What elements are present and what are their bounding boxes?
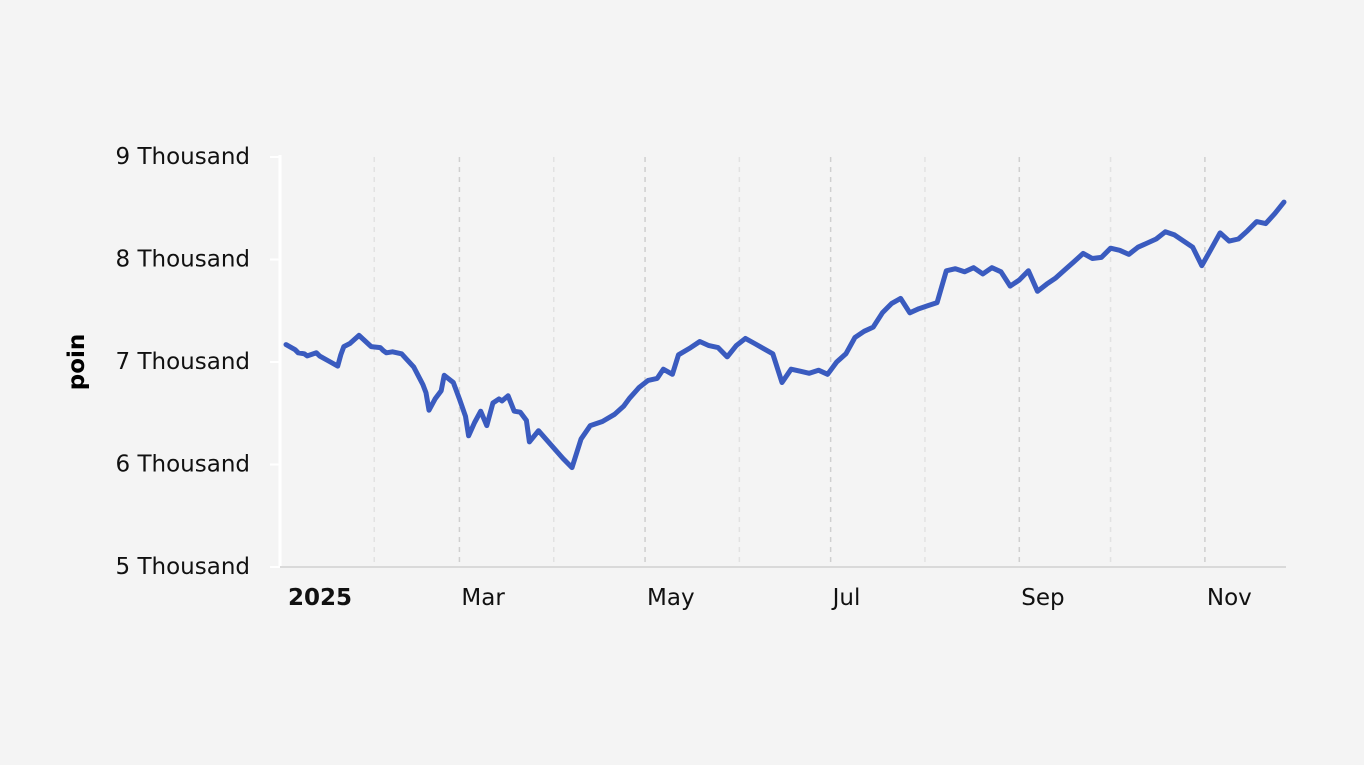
x-tick-label: Jul [831, 585, 861, 611]
x-tick-label: Nov [1207, 585, 1252, 611]
x-tick-label: May [647, 585, 695, 611]
major-gridlines [458, 157, 1206, 567]
x-ticks: 2025 Mar May Jul Sep Nov [288, 585, 1252, 611]
y-axis-label: poin [64, 334, 90, 391]
minor-gridlines [373, 157, 1112, 567]
x-tick-label: Mar [461, 585, 505, 611]
y-ticks: 9 Thousand 8 Thousand 7 Thousand 6 Thousand… [116, 144, 280, 580]
series-line [283, 199, 1287, 471]
y-tick-label: 6 Thousand [116, 452, 250, 478]
x-tick-label: Sep [1021, 585, 1064, 611]
series-group [283, 199, 1287, 471]
y-tick-label: 7 Thousand [116, 349, 250, 375]
y-tick-label: 9 Thousand [116, 144, 250, 170]
y-tick-label: 8 Thousand [116, 247, 250, 273]
x-tick-label: 2025 [288, 585, 352, 611]
y-tick-label: 5 Thousand [116, 554, 250, 580]
